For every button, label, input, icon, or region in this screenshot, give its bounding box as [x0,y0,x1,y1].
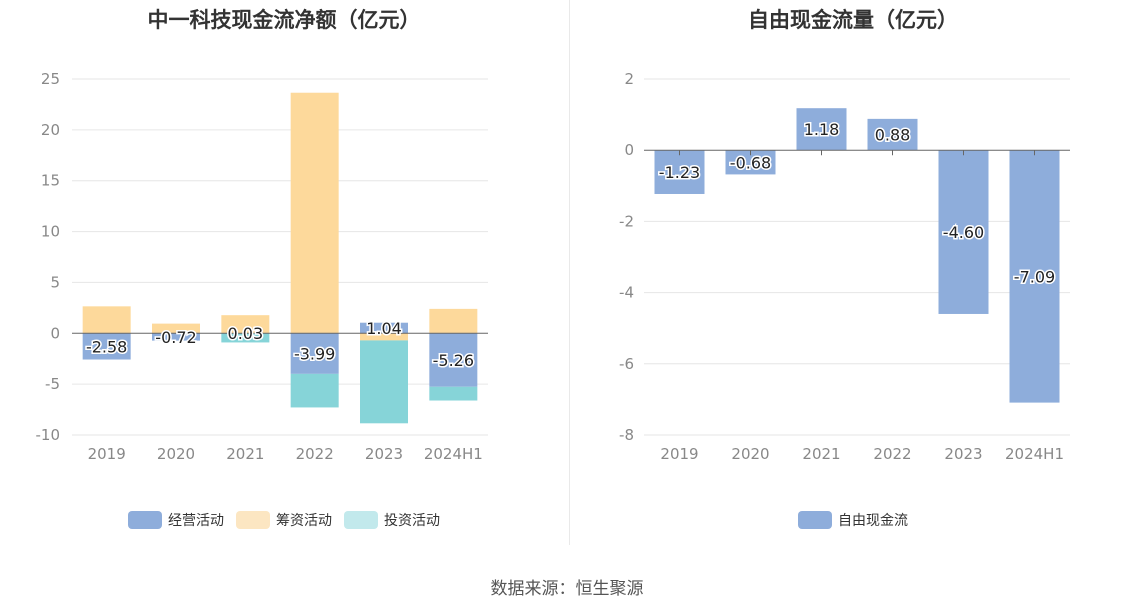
free-cash-flow-chart-panel: 自由现金流量（亿元） 2 0 -2 -4 -6 -8 2019 2020 2021 2022 202… [572,0,1134,560]
bar-投资活动-2022 [290,373,339,408]
y-tick-label: -5 [45,375,60,393]
legend-label: 投资活动 [384,513,440,529]
data-label: -0.72 [155,328,196,347]
legend-swatch [236,511,270,529]
legend-item[interactable]: 投资活动 [344,510,440,530]
y-tick-label: 0 [624,141,634,159]
legend-label: 自由现金流 [838,513,908,529]
x-tick-label: 2021 [226,445,264,463]
data-label: -2.58 [86,337,127,356]
free-cash-flow-chart: 2 0 -2 -4 -6 -8 2019 2020 2021 2022 2023 2024H1 -1.2… [619,70,1070,463]
x-tick-label: 2020 [731,445,769,463]
chart-title: 自由现金流量（亿元） [748,8,958,32]
data-label: -0.68 [730,153,771,172]
legend-label: 筹资活动 [276,513,332,529]
legend-item[interactable]: 经营活动 [128,510,224,530]
bar-自由现金流-2024H1 [1009,150,1060,403]
bar-自由现金流-2021 [796,108,847,151]
x-tick-label: 2024H1 [424,445,483,463]
legend-item[interactable]: 筹资活动 [236,510,332,530]
data-label: -1.23 [659,163,700,182]
bar-经营活动-2024H1 [429,333,478,387]
data-label: -7.09 [1014,267,1055,286]
x-tick-label: 2021 [802,445,840,463]
y-tick-label: 10 [41,223,60,241]
data-label: 0.03 [228,324,264,343]
y-tick-label: 20 [41,121,60,139]
x-tick-label: 2019 [660,445,698,463]
bar-投资活动-2021 [221,333,270,343]
bar-筹资活动-2022 [290,92,339,334]
bar-筹资活动-2024H1 [429,308,478,334]
y-tick-label: 0 [50,324,60,342]
y-tick-label: -8 [619,426,634,444]
x-tick-label: 2020 [157,445,195,463]
y-tick-label: -4 [619,284,634,302]
data-label: -4.60 [943,223,984,242]
legend-swatch [798,511,832,529]
y-tick-label: 25 [41,70,60,88]
bar-投资活动-2023 [360,340,408,424]
bar-筹资活动-2019 [82,306,131,334]
x-tick-label: 2023 [365,445,403,463]
x-tick-label: 2022 [296,445,334,463]
data-label: 1.18 [804,120,840,139]
x-tick-label: 2019 [88,445,126,463]
data-label: 1.04 [366,319,402,338]
panel-divider [569,0,570,545]
y-tick-label: 15 [41,172,60,190]
bar-经营活动-2022 [290,333,339,374]
y-tick-label: 5 [50,273,60,291]
data-label: -5.26 [433,351,474,370]
y-tick-label: 2 [624,70,634,88]
chart-legend: 自由现金流 [572,510,1134,533]
legend-swatch [128,511,162,529]
bar-投资活动-2024H1 [429,386,478,401]
data-label: -3.99 [294,345,335,364]
cash-flow-chart-panel: 中一科技现金流净额（亿元） 25 20 15 10 5 0 -5 -10 2019 2020 202… [0,0,568,560]
legend-swatch [344,511,378,529]
legend-item[interactable]: 自由现金流 [798,510,908,530]
bar-自由现金流-2023 [938,150,989,314]
bar-筹资活动-2020 [152,323,200,334]
chart-legend: 经营活动 筹资活动 投资活动 [0,510,568,533]
bar-经营活动-2020 [152,333,200,341]
bar-自由现金流-2019 [654,150,705,194]
data-label: 0.88 [875,126,911,145]
y-tick-label: -6 [619,355,634,373]
cash-flow-chart: 25 20 15 10 5 0 -5 -10 2019 2020 2021 2022 2023 2024H… [36,70,488,463]
x-tick-label: 2024H1 [1005,445,1064,463]
bar-经营活动-2019 [82,333,131,360]
legend-label: 经营活动 [168,513,224,529]
y-tick-label: -10 [36,426,61,444]
x-tick-label: 2023 [944,445,982,463]
x-tick-label: 2022 [873,445,911,463]
bar-自由现金流-2022 [867,118,918,151]
bar-筹资活动-2021 [221,315,270,333]
data-source-note: 数据来源：恒生聚源 [490,579,644,599]
bar-经营活动-2023 [360,322,408,334]
y-tick-label: -2 [619,212,634,230]
bar-筹资活动-2023 [360,333,408,341]
chart-title: 中一科技现金流净额（亿元） [147,8,421,32]
